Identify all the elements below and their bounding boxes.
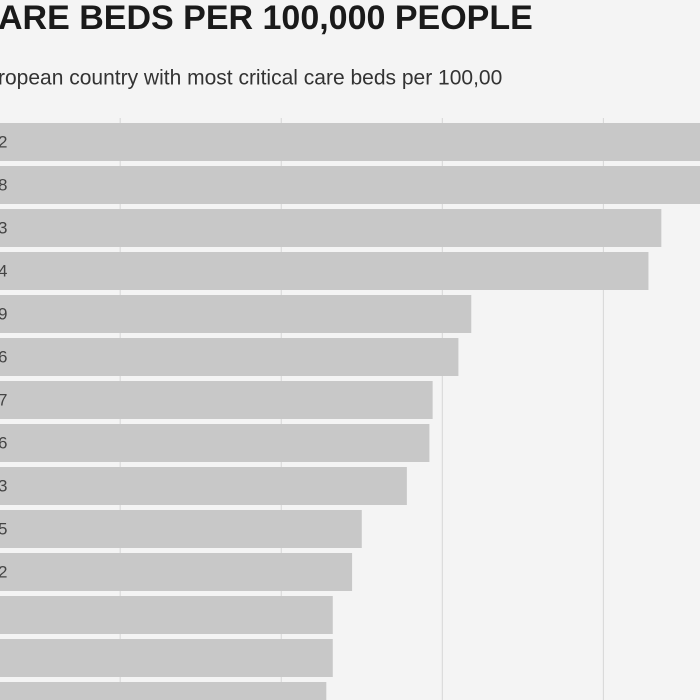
- bar: [0, 123, 700, 161]
- bar: [0, 553, 353, 591]
- bar: [0, 209, 662, 247]
- bar: [0, 682, 327, 700]
- bar: [0, 166, 700, 204]
- bar: [0, 510, 362, 548]
- bar: [0, 639, 333, 677]
- bar: [0, 467, 407, 505]
- category-label: 2: [0, 132, 7, 151]
- bar: [0, 295, 472, 333]
- category-label: 7: [0, 390, 7, 409]
- category-label: 3: [0, 476, 7, 495]
- category-label: 4: [0, 261, 7, 280]
- chart-title: ARE BEDS PER 100,000 PEOPLE: [0, 0, 533, 37]
- category-label: 6: [0, 433, 7, 452]
- category-label: 8: [0, 175, 7, 194]
- category-label: 9: [0, 304, 7, 323]
- bar: [0, 424, 430, 462]
- category-label: 3: [0, 218, 7, 237]
- category-label: 2: [0, 562, 7, 581]
- bar: [0, 252, 649, 290]
- category-label: 5: [0, 519, 7, 538]
- category-label: 6: [0, 347, 7, 366]
- bars: 2 8 3 4 9 6 7 6 3 5 2: [0, 123, 700, 700]
- chart-subtitle: ropean country with most critical care b…: [0, 67, 502, 90]
- bar: [0, 338, 459, 376]
- bar: [0, 381, 433, 419]
- bar: [0, 596, 333, 634]
